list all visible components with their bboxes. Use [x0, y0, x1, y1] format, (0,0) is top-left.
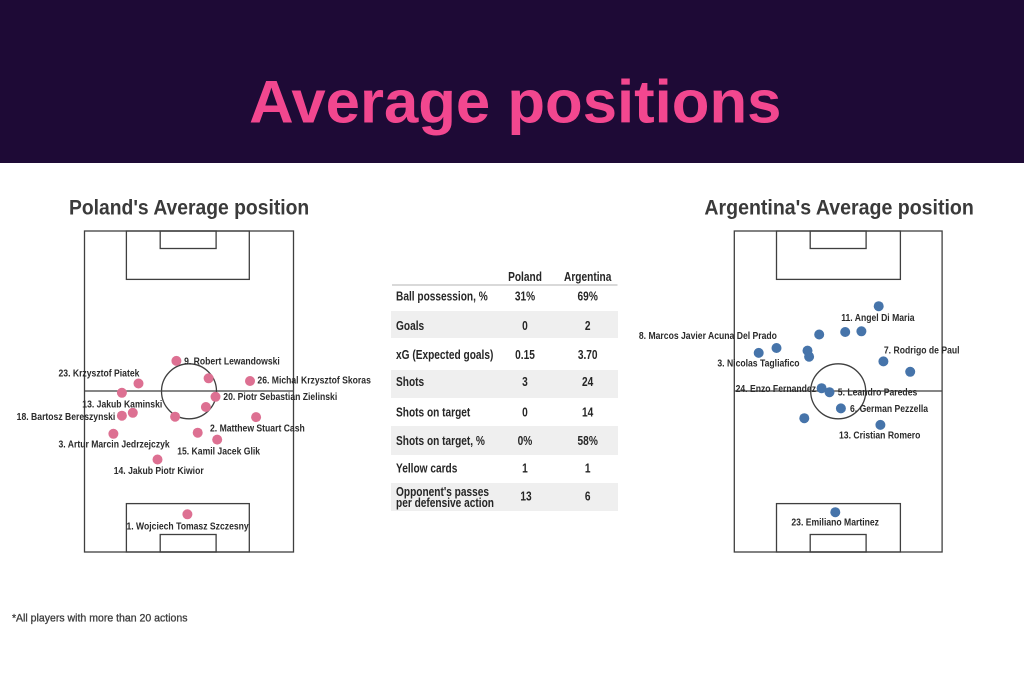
svg-text:24: 24	[582, 376, 594, 389]
svg-text:15. Kamil Jacek Glik: 15. Kamil Jacek Glik	[177, 446, 261, 458]
svg-text:1: 1	[522, 462, 528, 475]
svg-text:11. Angel Di Maria: 11. Angel Di Maria	[841, 312, 915, 324]
svg-text:1. Wojciech Tomasz Szczesny: 1. Wojciech Tomasz Szczesny	[126, 521, 249, 533]
svg-text:Shots on target, %: Shots on target, %	[396, 435, 485, 448]
svg-text:3: 3	[522, 376, 528, 389]
svg-text:*All players with more than 20: *All players with more than 20 actions	[12, 613, 188, 625]
svg-text:18. Bartosz Bereszynski: 18. Bartosz Bereszynski	[17, 411, 116, 423]
svg-text:7. Rodrigo de Paul: 7. Rodrigo de Paul	[884, 345, 960, 357]
svg-text:Shots: Shots	[396, 376, 424, 389]
svg-text:Ball possession, %: Ball possession, %	[396, 291, 488, 304]
svg-text:0: 0	[522, 406, 528, 419]
svg-text:13: 13	[520, 491, 531, 504]
svg-text:0: 0	[522, 320, 528, 333]
svg-text:xG (Expected goals): xG (Expected goals)	[396, 349, 494, 362]
svg-text:1: 1	[585, 462, 591, 475]
svg-text:3. Nicolas Tagliafico: 3. Nicolas Tagliafico	[717, 358, 799, 370]
svg-text:0.15: 0.15	[515, 349, 535, 362]
svg-text:3. Artur Marcin Jedrzejczyk: 3. Artur Marcin Jedrzejczyk	[58, 439, 170, 451]
svg-text:Argentina: Argentina	[564, 271, 612, 284]
svg-text:Argentina's Average position: Argentina's Average position	[704, 196, 973, 219]
svg-text:13. Jakub Kaminski: 13. Jakub Kaminski	[82, 399, 162, 411]
svg-text:6: 6	[585, 491, 591, 504]
svg-text:14. Jakub Piotr Kiwior: 14. Jakub Piotr Kiwior	[114, 465, 204, 477]
svg-text:Yellow cards: Yellow cards	[396, 462, 457, 475]
svg-text:31%: 31%	[515, 291, 535, 304]
svg-text:Poland: Poland	[508, 271, 542, 284]
svg-text:9. Robert Lewandowski: 9. Robert Lewandowski	[184, 356, 280, 368]
svg-text:23. Emiliano Martinez: 23. Emiliano Martinez	[791, 517, 879, 529]
svg-text:8. Marcos Javier Acuna Del Pra: 8. Marcos Javier Acuna Del Prado	[639, 330, 777, 342]
svg-text:26. Michal Krzysztof Skoras: 26. Michal Krzysztof Skoras	[257, 375, 370, 387]
svg-text:14: 14	[582, 406, 594, 419]
svg-text:69%: 69%	[578, 291, 598, 304]
svg-text:Poland's Average position: Poland's Average position	[69, 196, 309, 219]
svg-text:3.70: 3.70	[578, 349, 598, 362]
svg-text:Average positions: Average positions	[249, 69, 781, 136]
svg-text:24. Enzo Fernandez: 24. Enzo Fernandez	[736, 383, 817, 395]
svg-text:Opponent's passes: Opponent's passes	[396, 486, 489, 499]
svg-text:13. Cristian Romero: 13. Cristian Romero	[839, 430, 921, 442]
svg-text:6. German Pezzella: 6. German Pezzella	[850, 403, 929, 415]
svg-text:per defensive action: per defensive action	[396, 497, 494, 510]
svg-text:2. Matthew Stuart Cash: 2. Matthew Stuart Cash	[210, 423, 305, 435]
svg-text:5. Leandro Paredes: 5. Leandro Paredes	[838, 387, 917, 399]
svg-text:0%: 0%	[518, 435, 533, 448]
svg-text:20. Piotr Sebastian Zielinski: 20. Piotr Sebastian Zielinski	[223, 391, 337, 403]
svg-text:58%: 58%	[578, 435, 598, 448]
svg-text:2: 2	[585, 320, 591, 333]
svg-text:Goals: Goals	[396, 320, 424, 333]
svg-text:Shots on target: Shots on target	[396, 406, 470, 419]
svg-text:23. Krzysztof Piatek: 23. Krzysztof Piatek	[58, 368, 140, 380]
